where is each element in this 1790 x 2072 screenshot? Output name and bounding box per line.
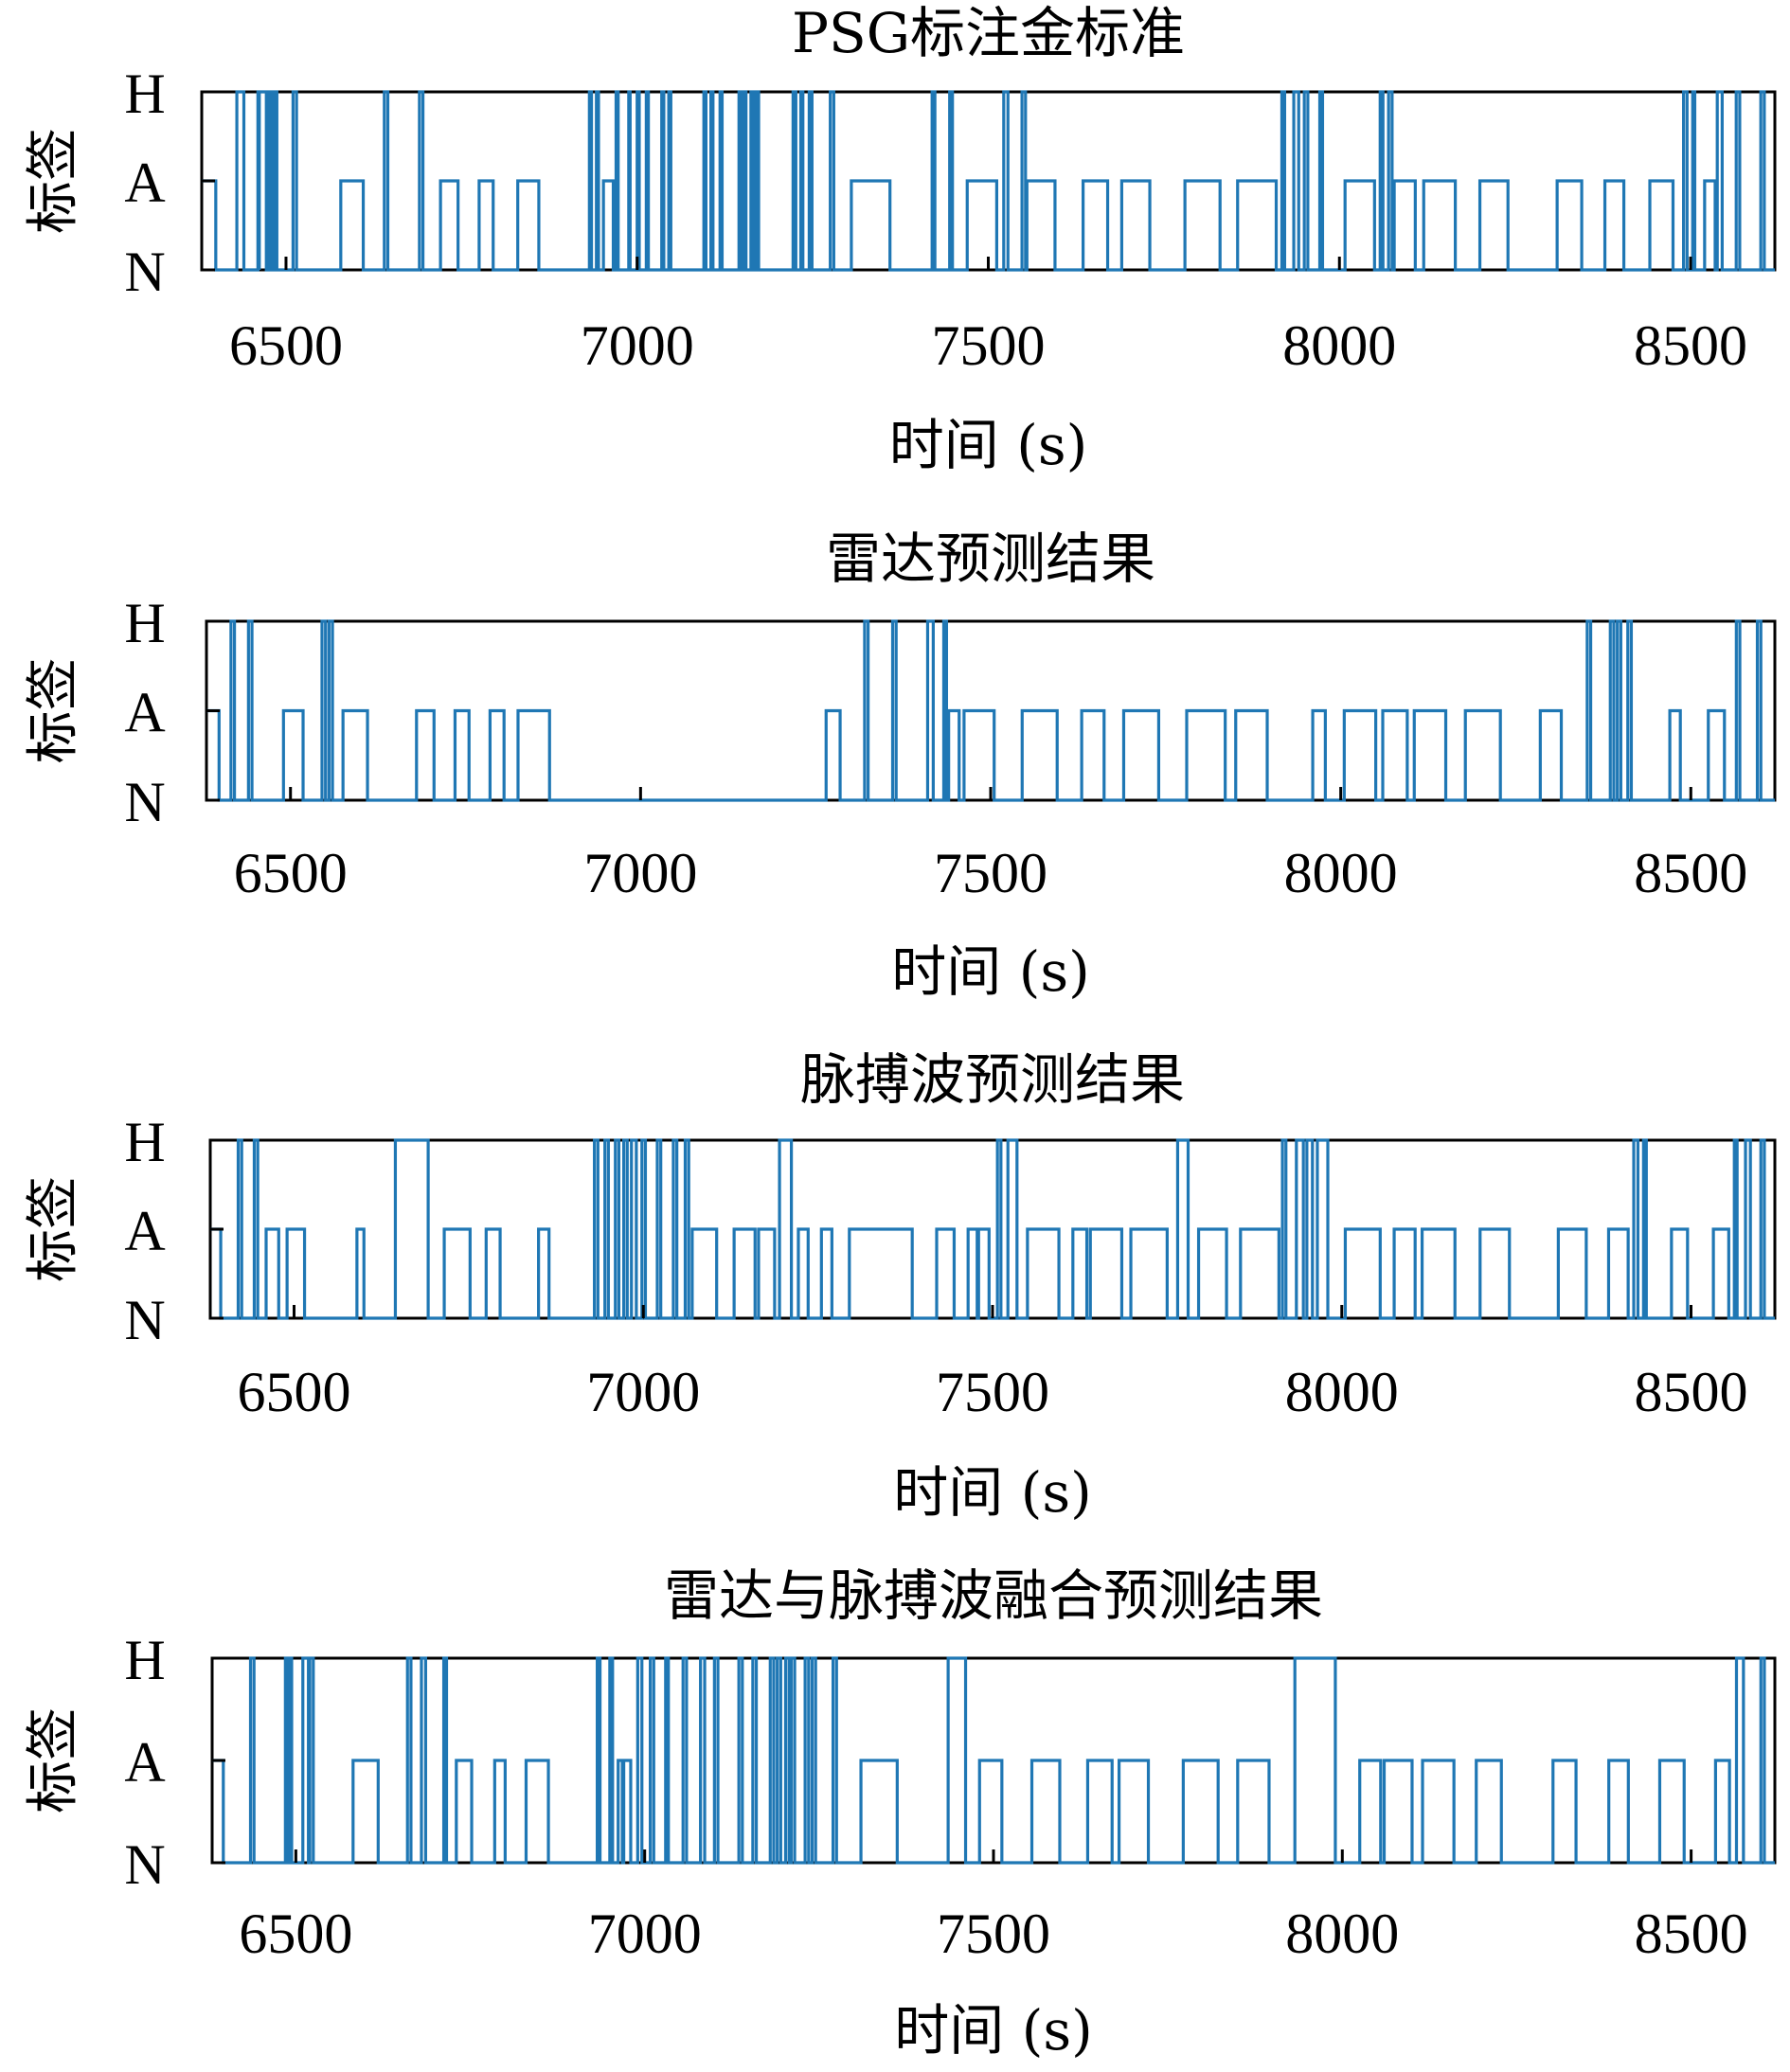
- y-axis-label: 标签: [23, 1707, 84, 1813]
- x-tick-label: 8000: [1284, 842, 1398, 904]
- x-axis-label: 时间 (s): [891, 939, 1089, 1004]
- subplot-title: PSG标注金标准: [792, 1, 1185, 65]
- subplot-title: 雷达与脉搏波融合预测结果: [664, 1563, 1323, 1628]
- x-tick-label: 6500: [239, 1902, 352, 1965]
- y-category-label-n: N: [124, 1833, 165, 1896]
- x-tick-label: 6500: [238, 1361, 351, 1423]
- x-tick-label: 8500: [1634, 314, 1747, 377]
- x-tick-label: 7500: [934, 842, 1047, 904]
- x-axis-label: 时间 (s): [893, 1460, 1091, 1525]
- x-tick-label: 8000: [1282, 314, 1396, 377]
- x-tick-label: 8500: [1634, 842, 1747, 904]
- x-tick-label: 8000: [1285, 1902, 1399, 1965]
- y-category-label-a: A: [124, 1731, 165, 1794]
- subplot-2: 雷达预测结果 标签 时间 (s) N A H 6500 7000 7500 80…: [23, 527, 1777, 1004]
- y-category-label-h: H: [124, 1629, 165, 1691]
- y-category-label-n: N: [124, 1289, 165, 1351]
- x-tick-label: 8500: [1635, 1361, 1748, 1423]
- x-tick-label: 8000: [1285, 1361, 1399, 1423]
- y-category-label-a: A: [124, 1200, 165, 1262]
- y-axis-label: 标签: [23, 1176, 84, 1282]
- x-axis-label: 时间 (s): [889, 413, 1087, 477]
- y-category-label-h: H: [124, 1111, 165, 1173]
- x-tick-label: 7500: [932, 314, 1046, 377]
- y-category-label-h: H: [124, 63, 165, 125]
- subplot-title: 脉搏波预测结果: [800, 1047, 1185, 1112]
- x-tick-label: 6500: [229, 314, 343, 377]
- x-tick-label: 7500: [936, 1361, 1049, 1423]
- label-trace-line: [212, 1656, 1775, 1865]
- x-tick-label: 7000: [583, 842, 697, 904]
- y-category-label-n: N: [124, 771, 165, 833]
- label-trace-line: [210, 1138, 1775, 1320]
- subplot-4: 雷达与脉搏波融合预测结果 标签 时间 (s) N A H 6500 7000 7…: [23, 1563, 1777, 2063]
- x-tick-label: 7000: [586, 1361, 700, 1423]
- label-trace-line: [202, 90, 1775, 272]
- x-tick-label: 7500: [937, 1902, 1050, 1965]
- y-axis-label: 标签: [23, 658, 84, 764]
- subplot-3: 脉搏波预测结果 标签 时间 (s) N A H 6500 7000 7500 8…: [23, 1047, 1777, 1525]
- x-tick-label: 6500: [234, 842, 348, 904]
- y-category-label-h: H: [124, 592, 165, 654]
- x-tick-label: 7000: [581, 314, 694, 377]
- x-tick-label: 7000: [588, 1902, 702, 1965]
- y-axis-label: 标签: [23, 128, 84, 234]
- y-category-label-a: A: [124, 152, 165, 214]
- subplot-title: 雷达预测结果: [826, 527, 1155, 591]
- y-category-label-n: N: [124, 241, 165, 303]
- y-category-label-a: A: [124, 682, 165, 744]
- label-trace-line: [206, 619, 1775, 802]
- x-tick-label: 8500: [1635, 1902, 1748, 1965]
- subplot-1: PSG标注金标准 标签 时间 (s) N A H 6500 7000 7500 …: [23, 1, 1777, 477]
- x-axis-label: 时间 (s): [894, 1998, 1092, 2063]
